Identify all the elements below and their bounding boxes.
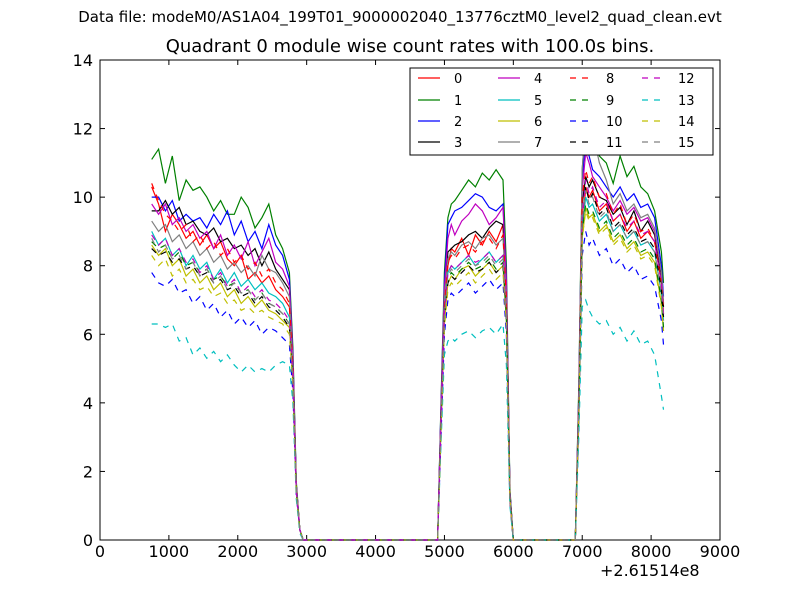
y-tick-label: 10: [73, 188, 93, 207]
series-line-14: [151, 210, 665, 541]
x-tick-label: 0: [95, 542, 105, 561]
y-tick-label: 2: [83, 462, 93, 481]
series-line-1: [151, 121, 665, 541]
x-tick-label: 3000: [286, 542, 327, 561]
legend-label-8: 8: [606, 72, 614, 87]
series-line-2: [151, 138, 665, 541]
legend-label-4: 4: [534, 72, 542, 87]
y-tick-label: 4: [83, 394, 93, 413]
x-tick-label: 6000: [493, 542, 534, 561]
legend-label-1: 1: [454, 94, 462, 109]
x-tick-label: 7000: [562, 542, 603, 561]
legend-label-5: 5: [534, 94, 542, 109]
series-line-10: [151, 231, 665, 541]
x-tick-label: 4000: [355, 542, 396, 561]
series-line-3: [151, 176, 665, 541]
series-group: [151, 119, 665, 541]
y-tick-label: 6: [83, 325, 93, 344]
series-line-15: [151, 190, 665, 541]
series-line-4: [151, 152, 665, 541]
chart-title: Quadrant 0 module wise count rates with …: [165, 36, 655, 57]
series-line-5: [151, 196, 665, 541]
legend-label-0: 0: [454, 72, 462, 87]
figure-suptitle: Data file: modeM0/AS1A04_199T01_90000020…: [78, 8, 722, 26]
legend-label-7: 7: [534, 136, 542, 151]
legend-label-14: 14: [678, 115, 695, 130]
series-line-12: [151, 179, 665, 541]
y-tick-label: 8: [83, 257, 93, 276]
x-tick-label: 5000: [424, 542, 465, 561]
y-tick-label: 0: [83, 531, 93, 550]
legend-label-15: 15: [678, 136, 695, 151]
legend-label-9: 9: [606, 94, 614, 109]
x-tick-label: 1000: [149, 542, 190, 561]
series-line-8: [151, 169, 665, 541]
series-line-7: [151, 119, 665, 541]
y-tick-label: 12: [73, 120, 93, 139]
x-tick-label: 8000: [631, 542, 672, 561]
legend-label-2: 2: [454, 115, 462, 130]
legend-box: [409, 67, 714, 156]
legend-label-13: 13: [678, 94, 695, 109]
legend-label-10: 10: [606, 115, 623, 130]
legend-label-6: 6: [534, 115, 542, 130]
y-tick-label: 14: [73, 51, 93, 70]
legend-label-3: 3: [454, 136, 462, 151]
x-tick-label: 9000: [700, 542, 741, 561]
legend-label-11: 11: [606, 136, 623, 151]
x-offset-label: +2.61514e8: [600, 561, 700, 580]
series-line-9: [151, 203, 665, 541]
series-line-13: [151, 298, 665, 541]
series-line-6: [151, 207, 665, 541]
x-tick-label: 2000: [217, 542, 258, 561]
legend-label-12: 12: [678, 72, 695, 87]
